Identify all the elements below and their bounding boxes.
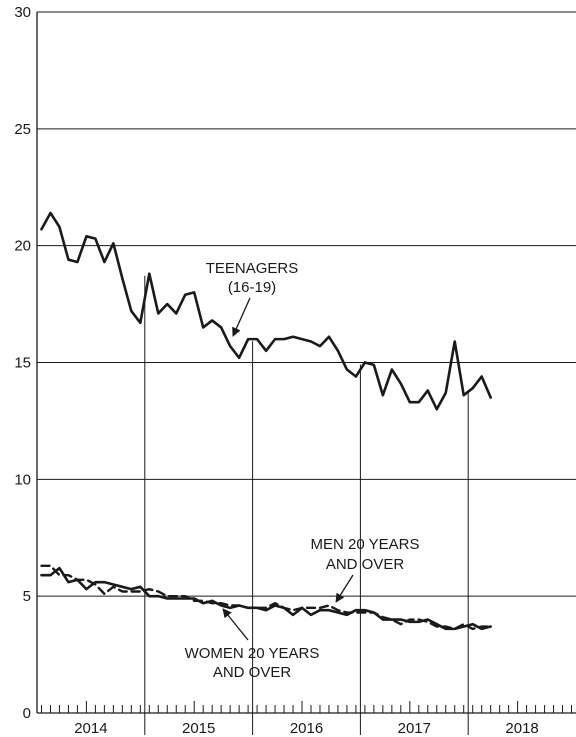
- men-annotation-arrow: [335, 574, 354, 603]
- y-tick-label-25: 25: [14, 121, 31, 138]
- axes: [36, 12, 576, 714]
- y-tick-label-30: 30: [14, 4, 31, 21]
- month-ticks: [40, 701, 573, 713]
- gridlines: [37, 11, 576, 597]
- y-tick-label-10: 10: [14, 471, 31, 488]
- annotations: TEENAGERS (16-19) MEN 20 YEARS AND OVER …: [185, 260, 420, 681]
- women-annotation-arrow: [222, 608, 249, 641]
- series-line-teen: [40, 211, 492, 411]
- teen-annotation-line1: TEENAGERS: [206, 260, 299, 277]
- teen-annotation-arrow: [232, 297, 251, 337]
- year-label-2014: 2014: [74, 720, 107, 737]
- men-annotation-line1: MEN 20 YEARS: [311, 536, 420, 553]
- y-tick-label-5: 5: [23, 588, 31, 605]
- y-tick-label-20: 20: [14, 238, 31, 255]
- year-labels: 2014 2015 2016 2017 2018: [74, 720, 539, 737]
- women-annotation-line2: AND OVER: [213, 664, 292, 681]
- y-tick-label-15: 15: [14, 355, 31, 372]
- teen-annotation-line2: (16-19): [228, 279, 276, 296]
- year-label-2015: 2015: [182, 720, 215, 737]
- men-annotation-line2: AND OVER: [326, 556, 405, 573]
- y-tick-labels: 0 5 10 15 20 25 30: [14, 4, 31, 722]
- year-label-2018: 2018: [505, 720, 538, 737]
- year-divider-lines: [144, 275, 469, 735]
- women-annotation-line1: WOMEN 20 YEARS: [185, 645, 320, 662]
- y-tick-label-0: 0: [23, 705, 31, 722]
- series-lines: [40, 211, 492, 631]
- series-line-women: [40, 566, 492, 631]
- year-label-2016: 2016: [290, 720, 323, 737]
- series-line-men: [40, 564, 492, 631]
- year-label-2017: 2017: [398, 720, 431, 737]
